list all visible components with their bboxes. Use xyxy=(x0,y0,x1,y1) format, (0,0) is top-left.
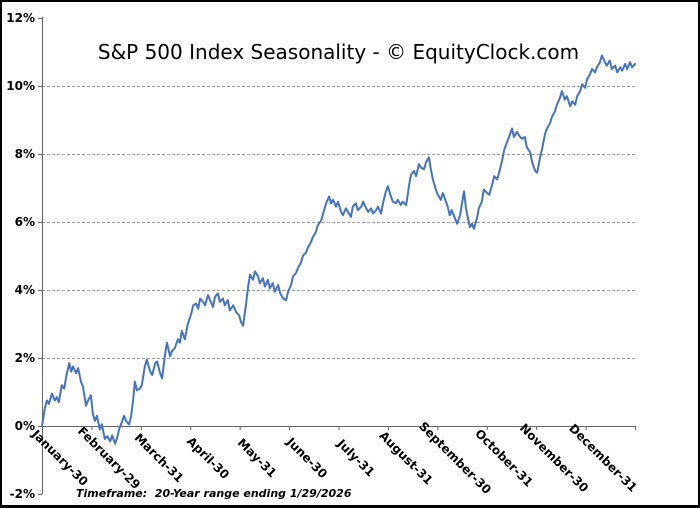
y-axis-tick-label: 2% xyxy=(14,351,35,365)
y-axis-tick-label: 0% xyxy=(14,419,35,433)
seasonality-line xyxy=(41,54,636,445)
y-axis-tick-label: -2% xyxy=(9,487,35,501)
y-axis-tick-label: 12% xyxy=(6,11,35,25)
y-axis-tick-label: 6% xyxy=(14,215,35,229)
y-axis-tick-label: 8% xyxy=(14,147,35,161)
timeframe-note: Timeframe: 20-Year range ending 1/29/202… xyxy=(76,487,352,500)
chart-title: S&P 500 Index Seasonality - © EquityCloc… xyxy=(97,40,580,64)
y-axis-tick-label: 4% xyxy=(14,283,35,297)
y-axis-tick-label: 10% xyxy=(6,79,35,93)
